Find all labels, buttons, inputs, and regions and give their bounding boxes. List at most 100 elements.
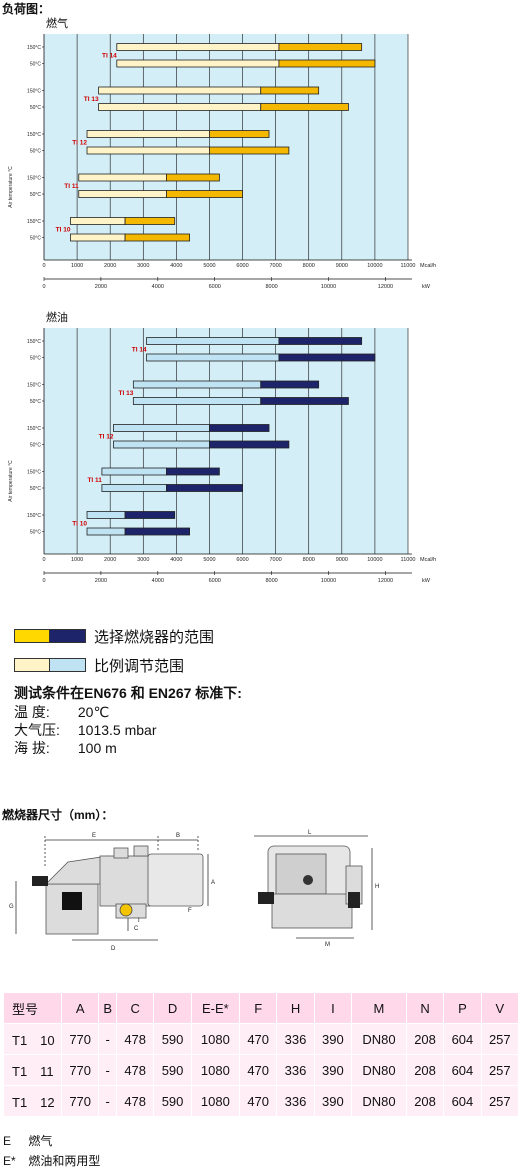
model-label: TI 12 <box>72 140 87 147</box>
selection-range-bar <box>278 353 376 362</box>
modulation-range-bar <box>70 217 126 225</box>
column-header: H <box>276 992 315 1024</box>
temp-label: 50°C <box>30 105 42 111</box>
modulation-range-bar <box>70 233 126 242</box>
x-tick-label-top: 8000 <box>303 557 315 563</box>
x-tick-label-top: 3000 <box>137 557 149 563</box>
legend-swatch-yellow <box>14 629 50 643</box>
x-tick-label-bottom: 4000 <box>152 284 164 290</box>
table-cell: 770 <box>60 1054 100 1086</box>
x-tick-label-top: 1000 <box>71 557 83 563</box>
x-tick-label-bottom: 8000 <box>265 284 277 290</box>
temp-label: 150°C <box>27 339 41 345</box>
table-cell: 336 <box>276 1023 315 1055</box>
table-cell: 770 <box>60 1085 100 1117</box>
table-row: T1 12 770-478 590 1080 470 336 390 DN80 208 604 25… <box>3 1085 520 1117</box>
x-tick-label-bottom: 12000 <box>378 578 393 584</box>
x-tick-label-bottom: 10000 <box>321 284 336 290</box>
x-unit-bottom: kW <box>422 284 431 290</box>
x-tick-label-top: 8000 <box>303 263 315 269</box>
model-label: TI 10 <box>56 227 71 234</box>
modulation-range-bar <box>146 353 280 362</box>
x-tick-label-bottom: 8000 <box>265 578 277 584</box>
x-tick-label-bottom: 0 <box>42 284 45 290</box>
x-tick-label-top: 11000 <box>401 263 416 269</box>
x-tick-label-top: 3000 <box>137 263 149 269</box>
table-body: T1 10 770-478 590 1080 470 336 390 DN80 208 604 25… <box>3 1023 520 1117</box>
temp-label: 50°C <box>30 236 42 242</box>
temp-label: 150°C <box>27 383 41 389</box>
selection-range-bar <box>278 43 363 51</box>
model-cell: T1 11 <box>3 1054 62 1086</box>
table-cell: 336 <box>276 1054 315 1086</box>
temp-label: 50°C <box>30 356 42 362</box>
x-tick-label-top: 0 <box>42 557 45 563</box>
legend-label-selection: 选择燃烧器的范围 <box>94 628 215 646</box>
selection-range-bar <box>209 424 270 432</box>
x-tick-label-top: 7000 <box>270 557 282 563</box>
note-gas: E 燃气 <box>3 1132 52 1149</box>
x-unit-top: Mcal/h <box>420 263 436 269</box>
x-tick-label-top: 2000 <box>104 263 116 269</box>
temp-label: 50°C <box>30 62 42 68</box>
selection-range-bar <box>166 484 243 492</box>
column-header: E-E* <box>190 992 240 1024</box>
selection-range-bar <box>278 337 363 345</box>
column-header: F <box>238 992 278 1024</box>
table-cell: 257 <box>480 1023 520 1055</box>
legend-label-modulation: 比例调节范围 <box>94 657 185 675</box>
selection-range-bar <box>166 173 220 182</box>
selection-range-bar <box>209 146 290 155</box>
svg-text:L: L <box>308 830 312 836</box>
modulation-range-bar <box>98 103 262 111</box>
note-key: E* <box>3 1154 16 1168</box>
selection-range-bar <box>209 130 270 138</box>
test-conditions-title: 测试条件在EN676 和 EN267 标准下: <box>14 685 242 701</box>
svg-text:M: M <box>325 942 330 948</box>
table-cell: - <box>98 1054 117 1086</box>
burner-side-view-drawing: E B A G F D C I <box>8 826 233 956</box>
column-header: N <box>405 992 445 1024</box>
x-tick-label-top: 5000 <box>203 263 215 269</box>
x-tick-label-top: 7000 <box>270 263 282 269</box>
x-tick-label-bottom: 2000 <box>95 578 107 584</box>
condition-value: 20℃ <box>77 704 110 720</box>
table-cell: 208 <box>405 1085 445 1117</box>
selection-range-bar <box>260 397 349 405</box>
burner-front-view-drawing: L H M <box>250 826 390 956</box>
x-tick-label-bottom: 6000 <box>209 578 221 584</box>
note-key: E <box>3 1134 12 1148</box>
svg-text:H: H <box>375 884 379 890</box>
table-cell: 590 <box>153 1085 192 1117</box>
selection-range-bar <box>124 511 176 519</box>
x-tick-label-top: 10000 <box>367 557 382 563</box>
column-header: V <box>480 992 520 1024</box>
modulation-range-bar <box>116 59 280 68</box>
selection-range-bar <box>209 440 290 449</box>
x-tick-label-top: 9000 <box>336 557 348 563</box>
temp-label: 150°C <box>27 89 41 95</box>
dimensions-heading: 燃烧器尺寸（mm）： <box>2 808 114 822</box>
y-axis-label: Air temperature °C <box>8 460 14 502</box>
modulation-range-bar <box>86 146 210 155</box>
temp-label: 50°C <box>30 192 42 198</box>
svg-text:G: G <box>9 904 14 910</box>
modulation-range-bar <box>86 511 126 519</box>
gas-load-chart-svg: 燃气 0 1000 2000 3000 4000 5000 6000 7000 8000 9000 1… <box>8 16 436 290</box>
modulation-range-bar <box>132 397 262 405</box>
modulation-range-bar <box>86 527 126 536</box>
condition-altitude: 海 拔: 100 m <box>14 738 117 758</box>
x-tick-label-top: 1000 <box>71 263 83 269</box>
table-header-row: 型号 A B C D E-E* F H I M N P V <box>3 992 520 1024</box>
table-cell: 257 <box>480 1085 520 1117</box>
legend-swatch-light-blue <box>50 658 86 672</box>
table-cell: 590 <box>153 1054 192 1086</box>
column-header: A <box>60 992 100 1024</box>
x-tick-label-bottom: 2000 <box>95 284 107 290</box>
x-tick-label-top: 4000 <box>170 557 182 563</box>
table-row: T1 11 770-478 590 1080 470 336 390 DN80 208 604 25… <box>3 1054 520 1086</box>
legend-swatch-light-yellow <box>14 658 50 672</box>
modulation-range-bar <box>98 86 262 95</box>
temp-label: 150°C <box>27 513 41 519</box>
x-tick-label-bottom: 12000 <box>378 284 393 290</box>
